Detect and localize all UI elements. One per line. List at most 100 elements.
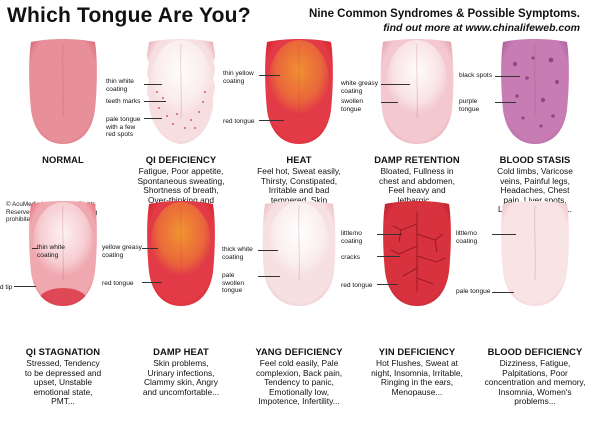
red-spot xyxy=(166,115,168,117)
tongue-midline xyxy=(62,205,64,281)
annotation-leader-line xyxy=(259,75,280,76)
tongue-illustration-wrapper xyxy=(240,200,358,312)
tongue-panel-blood-deficiency: little/no coating pale tongue BLOOD DEFICI… xyxy=(456,200,590,406)
symptom-line: chest and abdomen, xyxy=(379,175,455,186)
symptom-line: Stressed, Tendency xyxy=(26,358,100,368)
annotation-leader-line xyxy=(14,286,36,287)
red-spot xyxy=(184,127,186,129)
symptom-line: Thirsty, Constipated, xyxy=(260,175,338,186)
symptom-line: Urinary infections, xyxy=(147,367,215,378)
tongue-midline xyxy=(416,43,418,119)
annotation-leader-line xyxy=(142,248,158,249)
symptom-line: emotional state, xyxy=(33,386,93,397)
symptom-line: night, Insomnia, Irritable, xyxy=(371,367,463,378)
symptom-line: complexion, Back pain, xyxy=(255,367,343,378)
annotation-thin-white-coating: thin white coating xyxy=(106,78,134,93)
red-tip xyxy=(39,288,87,306)
red-spot xyxy=(202,101,204,103)
tongue-coating xyxy=(269,202,329,282)
crack-line xyxy=(434,239,438,253)
tongue-coating xyxy=(387,40,447,120)
crack-line xyxy=(402,267,418,277)
red-spot xyxy=(204,91,206,93)
tongue-illustration-wrapper xyxy=(122,38,240,150)
annotation-pale-tongue: pale tongue xyxy=(456,288,491,295)
tongue-panel-damp-heat: yellow greasy coating red tongue DAMP HEAT… xyxy=(102,200,240,396)
symptom-line: Cold limbs, Varicose xyxy=(497,166,573,176)
symptom-description: Bloated, Fullness in chest and abdomen, Fe… xyxy=(358,166,476,205)
subtitle-website-link[interactable]: find out more at www.chinalifeweb.com xyxy=(383,22,580,34)
annotation-pale-swollen-tongue: pale swollen tongue xyxy=(222,272,244,295)
black-spot xyxy=(539,124,543,128)
page-title: Which Tongue Are You? xyxy=(7,4,251,27)
tongue-illustration-wrapper xyxy=(4,200,122,312)
tongue-midline xyxy=(180,43,182,119)
tongue-illustration-normal xyxy=(25,38,101,146)
syndrome-name: QI STAGNATION xyxy=(25,346,101,357)
red-spot xyxy=(162,97,164,99)
black-spot xyxy=(515,94,519,98)
annotation-leader-line xyxy=(259,120,284,121)
crack-line xyxy=(390,245,418,255)
symptom-line: concentration and memory, xyxy=(484,377,586,388)
symptom-line: Hot Flushes, Sweat at xyxy=(376,358,458,368)
black-spot xyxy=(521,116,525,120)
symptom-line: Dizziness, Fatigue, xyxy=(499,358,571,368)
tongue-illustration-heat xyxy=(261,38,337,146)
annotation-swollen-tongue: swollen tongue xyxy=(341,98,363,113)
symptom-line: Spontaneous sweating, xyxy=(137,175,225,186)
tongue-body xyxy=(29,39,97,144)
red-spot xyxy=(172,123,174,125)
annotation-leader-line xyxy=(142,282,162,283)
annotation-leader-line xyxy=(377,256,400,257)
annotation-teeth-marks: teeth marks xyxy=(106,98,141,105)
tongue-illustration-blood-stasis xyxy=(497,38,573,146)
symptom-description: Stressed, Tendency to be depressed and ups… xyxy=(4,358,122,407)
red-spot xyxy=(190,119,192,121)
annotation-leader-line xyxy=(144,118,162,119)
symptom-line: Tendency to panic, xyxy=(264,377,334,388)
tongue-illustration-damp-retention xyxy=(379,38,455,146)
symptom-line: pain, Liver spots, xyxy=(503,194,567,205)
annotation-red-tongue: red tongue xyxy=(223,118,255,125)
tongue-illustration-wrapper xyxy=(476,38,590,150)
tongue-midline xyxy=(298,205,300,281)
tongue-coating xyxy=(151,202,211,282)
symptom-line: veins, Painful legs, xyxy=(500,175,570,186)
red-spot xyxy=(156,91,158,93)
tongue-panel-damp-retention: white greasy coating swollen tongue DAMP R… xyxy=(341,38,476,204)
symptom-line: and uncomfortable... xyxy=(142,386,220,397)
symptom-description: Feel cold easily, Pale complexion, Back p… xyxy=(240,358,358,407)
annotation-leader-line xyxy=(377,284,398,285)
symptom-line: Feel cold easily, Pale xyxy=(259,358,339,368)
annotation-little-no-coating: little/no coating xyxy=(341,230,363,245)
annotation-red-tongue: red tongue xyxy=(341,282,373,289)
tongue-illustration-wrapper xyxy=(4,38,122,150)
symptom-line: tempered, Skin xyxy=(270,194,328,205)
tongue-illustration-wrapper xyxy=(358,38,476,150)
tongue-midline xyxy=(534,205,536,281)
tongue-panel-heat: thin yellow coating red tongue HEAT Feel ho… xyxy=(223,38,358,214)
tongue-midline xyxy=(180,205,182,281)
annotation-thin-yellow-coating: thin yellow coating xyxy=(223,70,254,85)
black-spot xyxy=(531,56,535,60)
symptom-line: Irritable and bad xyxy=(268,185,330,196)
syndrome-name: BLOOD STASIS xyxy=(499,154,571,165)
tongue-body xyxy=(501,39,569,144)
annotation-leader-line xyxy=(492,234,516,235)
syndrome-name: NORMAL xyxy=(42,154,84,165)
syndrome-name: BLOOD DEFICIENCY xyxy=(487,346,583,357)
tongue-coating xyxy=(269,40,329,120)
symptom-line: Emotionally low, xyxy=(268,386,330,397)
annotation-red-tip: red tip xyxy=(0,284,13,291)
tongue-illustration-wrapper xyxy=(476,200,590,312)
symptom-line: Feel hot, Sweat easily, xyxy=(257,166,341,176)
tongue-coating xyxy=(151,40,211,120)
annotation-leader-line xyxy=(258,250,278,251)
black-spot xyxy=(555,80,559,84)
symptom-line: Over-thinking and xyxy=(147,194,215,205)
symptom-line: Headaches, Chest xyxy=(500,185,570,196)
tongue-illustration-yang-deficiency xyxy=(261,200,337,308)
black-spot xyxy=(548,57,554,63)
tongue-illustration-damp-heat xyxy=(143,200,219,308)
